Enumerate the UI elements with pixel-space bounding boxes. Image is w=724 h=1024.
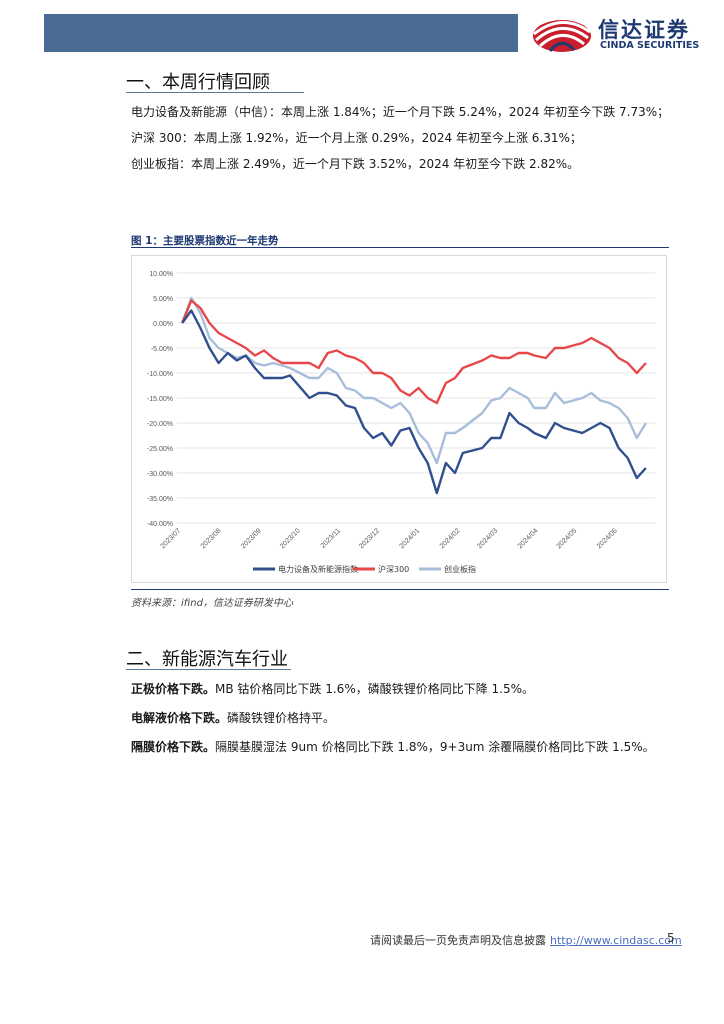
paragraph-chinext: 创业板指：本周上涨 2.49%，近一个月下跌 3.52%，2024 年初至今下跌… xyxy=(131,157,580,171)
section-title-weekly-review: 一、本周行情回顾 xyxy=(126,72,270,93)
cinda-emblem-icon xyxy=(533,20,591,52)
paragraph-cathode: 正极价格下跌。MB 钴价格同比下跌 1.6%，磷酸铁锂价格同比下降 1.5%。 xyxy=(131,680,534,697)
legend-label: 电力设备及新能源指数 xyxy=(278,564,358,574)
paragraph-separator-lead: 隔膜价格下跌。 xyxy=(131,740,216,754)
series-line-0 xyxy=(181,309,647,495)
series-line-2 xyxy=(181,296,647,465)
section-title-underline xyxy=(126,92,304,93)
figure-source: 资料来源：ifind，信达证券研发中心 xyxy=(131,598,293,609)
y-tick-label: -5.00% xyxy=(151,346,173,353)
y-tick-label: -10.00% xyxy=(147,371,173,378)
figure-top-rule xyxy=(131,247,669,248)
legend-label: 沪深300 xyxy=(378,564,409,574)
y-tick-label: -20.00% xyxy=(147,421,173,428)
paragraph-csi300: 沪深 300：本周上涨 1.92%，近一个月上涨 0.29%，2024 年初至今… xyxy=(131,131,582,145)
section-title-underline xyxy=(126,669,291,670)
figure-caption: 图 1：主要股票指数近一年走势 xyxy=(131,235,279,247)
y-tick-label: -30.00% xyxy=(147,471,173,478)
logo-text-cn: 信达证券 xyxy=(598,18,690,42)
chart-frame xyxy=(131,255,667,583)
header-band xyxy=(44,14,518,52)
y-tick-label: -15.00% xyxy=(147,396,173,403)
y-tick-label: 10.00% xyxy=(149,271,173,278)
y-tick-label: 5.00% xyxy=(153,296,173,303)
figure-bottom-rule xyxy=(131,589,669,590)
logo-text-en: CINDA SECURITIES xyxy=(600,40,700,51)
page-number: 5 xyxy=(667,931,675,945)
footer-disclaimer-text: 请阅读最后一页免责声明及信息披露 xyxy=(370,934,546,947)
index-trend-chart: 10.00% 5.00% 0.00% -5.00% -10.00% -15.00% -20.… xyxy=(131,255,667,583)
paragraph-separator: 隔膜价格下跌。隔膜基膜湿法 9um 价格同比下跌 1.8%，9+3um 涂覆隔膜… xyxy=(131,738,655,755)
y-tick-label: -25.00% xyxy=(147,446,173,453)
cinda-logo: 信达证券 CINDA SECURITIES xyxy=(530,10,710,54)
series-line-1 xyxy=(181,299,647,405)
footer-disclaimer: 请阅读最后一页免责声明及信息披露 http://www.cindasc.com xyxy=(370,932,682,948)
legend-label: 创业板指 xyxy=(444,564,476,574)
footer-url-link[interactable]: http://www.cindasc.com xyxy=(550,934,682,947)
y-tick-label: -35.00% xyxy=(147,496,173,503)
paragraph-cathode-lead: 正极价格下跌。 xyxy=(131,682,216,696)
paragraph-power-equipment: 电力设备及新能源（中信）：本周上涨 1.84%；近一个月下跌 5.24%，202… xyxy=(131,105,670,119)
paragraph-electrolyte-text: 磷酸铁锂价格持平。 xyxy=(227,711,336,725)
paragraph-electrolyte: 电解液价格下跌。磷酸铁锂价格持平。 xyxy=(131,709,335,726)
section-title-nev-industry: 二、新能源汽车行业 xyxy=(126,649,288,670)
paragraph-separator-text: 隔膜基膜湿法 9um 价格同比下跌 1.8%，9+3um 涂覆隔膜价格同比下跌 … xyxy=(215,740,655,754)
paragraph-cathode-text: MB 钴价格同比下跌 1.6%，磷酸铁锂价格同比下降 1.5%。 xyxy=(215,682,535,696)
line-chart-svg: 10.00% 5.00% 0.00% -5.00% -10.00% -15.00% -20.… xyxy=(131,255,667,583)
y-tick-label: 0.00% xyxy=(153,321,173,328)
y-tick-label: -40.00% xyxy=(147,521,173,528)
paragraph-electrolyte-lead: 电解液价格下跌。 xyxy=(131,711,228,725)
